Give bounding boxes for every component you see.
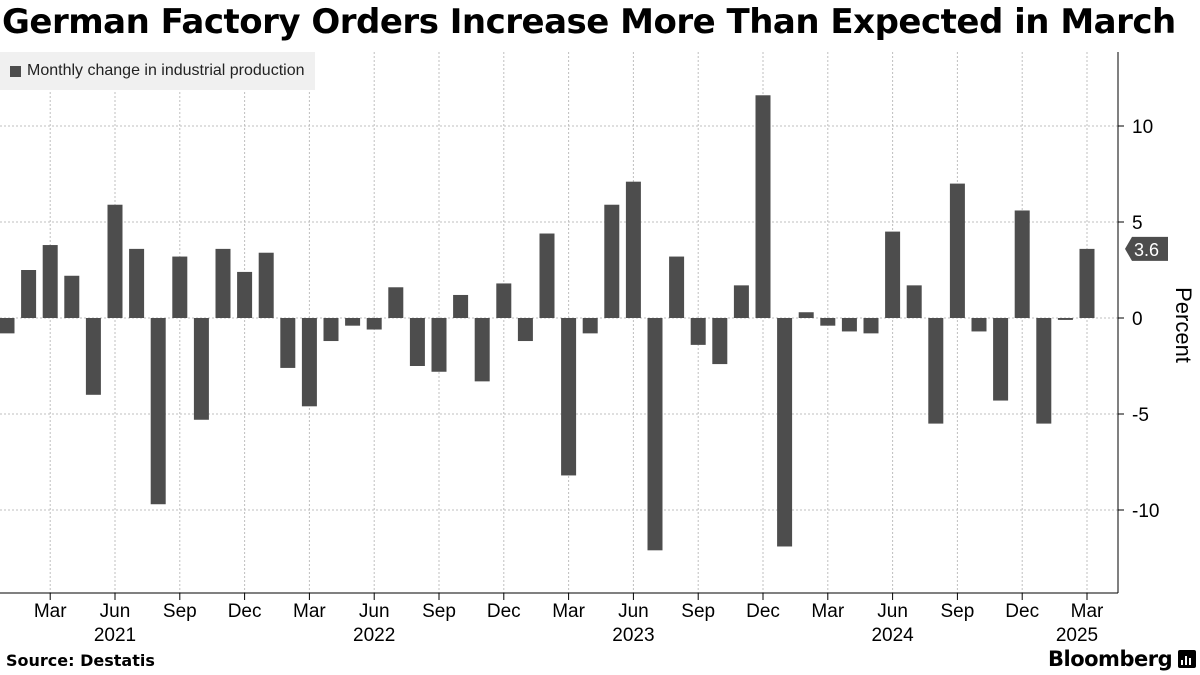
bar [409, 318, 425, 366]
last-value-box [1125, 236, 1168, 261]
bar [85, 318, 101, 395]
x-tick-label: Dec [1005, 601, 1039, 622]
grid-lines [0, 52, 1118, 593]
bar [258, 252, 274, 318]
bar [1036, 318, 1052, 424]
x-tick-label: Dec [228, 601, 262, 622]
x-tick-label: Dec [487, 601, 521, 622]
bar [517, 318, 533, 342]
y-tick-label: -10 [1132, 501, 1159, 522]
bar [474, 318, 490, 382]
bar [841, 318, 857, 332]
bar [150, 318, 166, 505]
axes [0, 52, 1124, 600]
bar [453, 294, 469, 318]
x-tick-label: Jun [359, 601, 390, 622]
bloomberg-logo: Bloomberg [1048, 647, 1197, 671]
x-tick-label: Jun [100, 601, 131, 622]
x-tick-label: Jun [877, 601, 908, 622]
y-tick-label: 5 [1132, 213, 1143, 234]
bar [971, 318, 987, 332]
bar [993, 318, 1009, 401]
bar [647, 318, 663, 551]
x-tick-label: Mar [811, 601, 844, 622]
x-tick-label: Dec [746, 601, 780, 622]
bar [949, 183, 965, 318]
bar [539, 233, 555, 318]
bar [323, 318, 339, 342]
bar [237, 271, 253, 318]
last-value-label: 3.6 [1134, 240, 1159, 260]
bar [1014, 210, 1030, 318]
x-year-label: 2021 [94, 625, 136, 646]
bar [712, 318, 728, 365]
x-tick-label: Mar [293, 601, 326, 622]
bar [928, 318, 944, 424]
axis-labels: 10 5 0 -5 -10 Mar Jun Sep Dec Mar Jun Sep Dec Mar Jun S… [34, 117, 1196, 646]
bar [669, 256, 685, 318]
x-tick-label: Sep [163, 601, 197, 622]
x-tick-label: Jun [618, 601, 649, 622]
bar [431, 318, 447, 372]
bar [366, 318, 382, 330]
x-tick-label: Mar [552, 601, 585, 622]
last-value-callout: 3.6 [1125, 236, 1168, 261]
bar [1079, 248, 1095, 318]
bar [280, 318, 296, 368]
bar [215, 248, 231, 318]
bar [906, 285, 922, 318]
bar [820, 318, 836, 326]
bar [755, 95, 771, 318]
bar [798, 312, 814, 318]
legend: Monthly change in industrial production [0, 52, 315, 90]
x-tick-label: Sep [940, 601, 974, 622]
bar [604, 204, 620, 318]
y-tick-label: -5 [1132, 405, 1149, 426]
legend-label: Monthly change in industrial production [27, 62, 305, 79]
bar [0, 318, 15, 334]
x-tick-label: Sep [681, 601, 715, 622]
y-tick-label: 0 [1132, 309, 1143, 330]
bar [496, 283, 512, 318]
bar [64, 275, 80, 318]
bar [388, 287, 404, 318]
bar [885, 231, 901, 318]
brand-name: Bloomberg [1048, 647, 1173, 671]
bar [561, 318, 577, 476]
bloomberg-chart-icon [1178, 650, 1197, 668]
x-year-label: 2022 [353, 625, 395, 646]
bar [582, 318, 598, 334]
bar [172, 256, 188, 318]
bar [345, 318, 361, 326]
bar [42, 245, 58, 318]
x-year-label: 2025 [1056, 625, 1098, 646]
x-tick-label: Mar [1071, 601, 1104, 622]
bar [21, 270, 37, 318]
y-tick-label: 10 [1132, 117, 1153, 138]
bar [193, 318, 209, 420]
bar [863, 318, 879, 334]
bar [1057, 318, 1073, 320]
bar [301, 318, 317, 407]
x-year-label: 2023 [612, 625, 654, 646]
y-axis-title: Percent [1171, 287, 1196, 363]
bar [625, 181, 641, 318]
x-tick-label: Sep [422, 601, 456, 622]
x-year-label: 2024 [871, 625, 914, 646]
bars [0, 95, 1095, 551]
chart-title: German Factory Orders Increase More Than… [2, 2, 1176, 42]
source-note: Source: Destatis [6, 651, 155, 670]
bar [129, 248, 145, 318]
x-tick-label: Mar [34, 601, 67, 622]
bar [107, 204, 123, 318]
bar [733, 285, 749, 318]
bar [777, 318, 793, 547]
legend-swatch [10, 65, 21, 77]
bar [690, 318, 706, 345]
